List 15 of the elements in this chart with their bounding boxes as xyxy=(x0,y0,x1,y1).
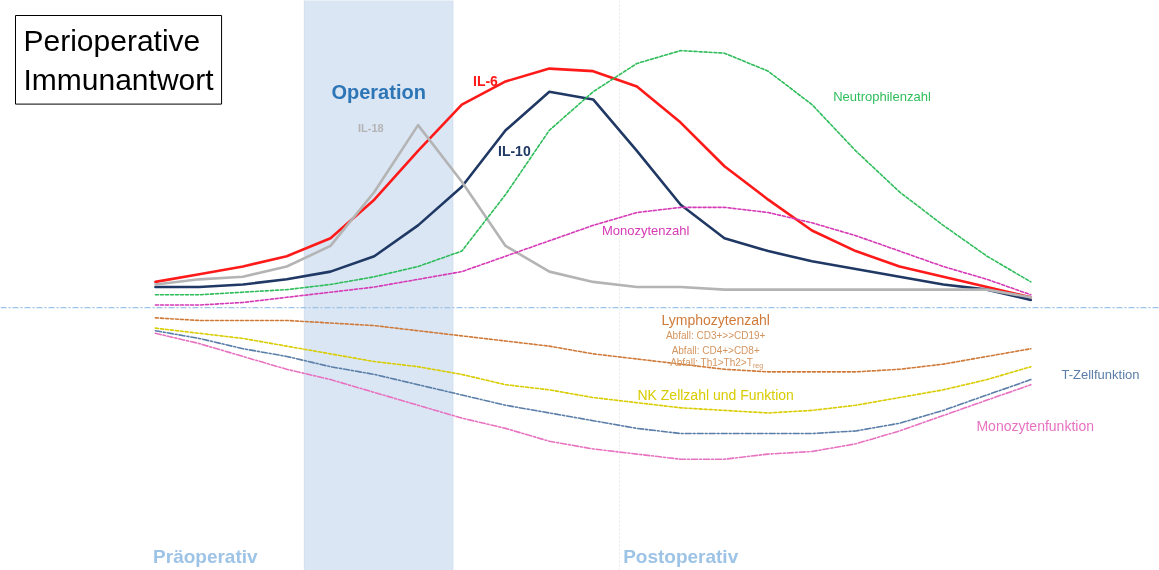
text: T-Zellfunktion xyxy=(1061,366,1140,382)
series-label: NK Zellzahl und Funktion xyxy=(637,386,794,403)
text: IL-18 xyxy=(357,121,384,134)
series-label: Monozytenzahl xyxy=(601,223,690,238)
text: Präoperativ xyxy=(153,546,259,568)
series-label: IL-6 xyxy=(473,73,499,90)
annotation: Abfall: CD4+>CD8+ xyxy=(671,344,760,356)
annotation: Operation xyxy=(331,80,426,103)
series-label: Neutrophilenzahl xyxy=(833,89,931,105)
text: Lymphozytenzahl xyxy=(661,312,770,329)
chart-title: Perioperative Immunantwort xyxy=(23,23,215,97)
annotation: Abfall: CD3+>>CD19+ xyxy=(665,330,766,342)
series-label: IL-10 xyxy=(498,142,531,159)
series-label: Monozytenfunktion xyxy=(976,417,1094,434)
text: Postoperativ xyxy=(623,546,739,568)
